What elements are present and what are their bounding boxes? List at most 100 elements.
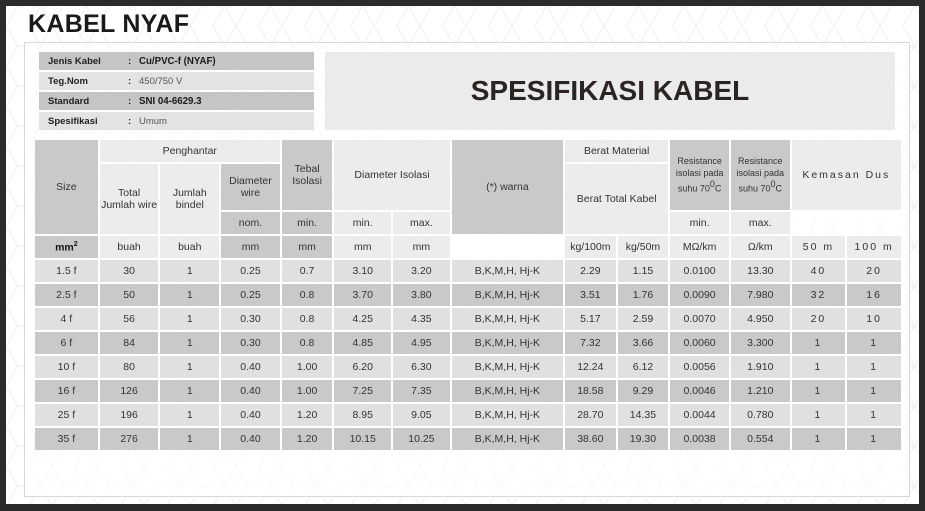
cell-warna: B,K,M,H, Hj-K [451,380,564,402]
spec-label-standard: Standard [48,95,90,107]
unit-size-label: mm [55,241,74,254]
cell-dus-50: 32 [791,284,846,306]
spec-value-jenis-kabel: Cu/PVC-f (NYAF) [139,55,216,67]
cell-size: 6 f [35,332,98,354]
cell-berat-100: 5.17 [565,308,616,330]
table-row: 25 f 196 1 0.40 1.20 8.95 9.05 B,K,M,H, … [35,404,901,426]
banner: SPESIFIKASI KABEL [325,52,895,130]
th-resistance-max: Resistance isolasi pada suhu 700C [730,140,790,210]
cell-diso-max: 6.30 [393,356,450,378]
cell-diameter-wire: 0.25 [221,284,280,306]
cell-total-wire: 196 [99,404,159,426]
spec-info-box: Jenis Kabel : Cu/PVC-f (NYAF) Teg.Nom : … [39,52,314,132]
page: KABEL NYAF Jenis Kabel : Cu/PVC-f (NYAF)… [6,6,919,504]
unit-berat-100: kg/100m [565,236,616,258]
th-diameter-wire: Diameter wire [221,164,280,210]
th-berat-material: Berat Material [565,140,669,162]
unit-diameter-wire: mm [221,236,280,258]
cell-diameter-wire: 0.40 [221,404,280,426]
cell-berat-50: 1.76 [617,284,669,306]
table-row: 4 f 56 1 0.30 0.8 4.25 4.35 B,K,M,H, Hj-… [35,308,901,330]
th-resistance-max-deg: 0 [770,179,776,190]
cell-dus-50: 1 [791,404,846,426]
cell-diso-min: 4.85 [334,332,392,354]
cell-diso-min: 3.70 [334,284,392,306]
cell-warna: B,K,M,H, Hj-K [451,260,564,282]
table-row: 10 f 80 1 0.40 1.00 6.20 6.30 B,K,M,H, H… [35,356,901,378]
cell-res-min: 0.0090 [670,284,729,306]
cell-bindel: 1 [160,356,220,378]
cell-bindel: 1 [160,260,220,282]
cell-berat-50: 6.12 [617,356,669,378]
cell-diameter-wire: 0.40 [221,356,280,378]
spec-row-standard: Standard : SNI 04-6629.3 [39,92,314,110]
cell-tebal-isolasi: 1.20 [281,404,333,426]
cell-berat-100: 7.32 [565,332,616,354]
table-header-row-1: Size Penghantar Tebal Isolasi Diameter I… [35,140,901,234]
unit-dus-100: 100 m [847,236,901,258]
cell-dus-100: 10 [847,308,901,330]
cell-tebal-isolasi: 1.00 [281,380,333,402]
th-sub-max-res: max. [730,212,790,234]
spec-row-teg-nom: Teg.Nom : 450/750 V [39,72,314,90]
unit-bindel: buah [160,236,220,258]
th-resistance-min-label: Resistance isolasi pada suhu 70 [675,155,724,194]
cell-diameter-wire: 0.40 [221,380,280,402]
th-sub-min-diso: min. [334,212,392,234]
cell-dus-50: 1 [791,356,846,378]
cell-bindel: 1 [160,332,220,354]
cell-size: 25 f [35,404,98,426]
spec-label-spesifikasi: Spesifikasi [48,115,98,127]
spec-row-jenis-kabel: Jenis Kabel : Cu/PVC-f (NYAF) [39,52,314,70]
cell-warna: B,K,M,H, Hj-K [451,284,564,306]
cell-bindel: 1 [160,404,220,426]
cell-size: 1.5 f [35,260,98,282]
table-row: 6 f 84 1 0.30 0.8 4.85 4.95 B,K,M,H, Hj-… [35,332,901,354]
cell-tebal-isolasi: 0.8 [281,308,333,330]
th-sub-min-tebal: min. [281,212,333,234]
cell-berat-100: 3.51 [565,284,616,306]
cell-res-max: 13.30 [730,260,790,282]
cell-diso-max: 4.35 [393,308,450,330]
cell-warna: B,K,M,H, Hj-K [451,356,564,378]
cell-diso-max: 3.80 [393,284,450,306]
spec-row-spesifikasi: Spesifikasi : Umum [39,112,314,130]
cell-res-min: 0.0038 [670,428,729,450]
spec-colon-2: : [128,95,132,107]
cell-res-min: 0.0056 [670,356,729,378]
cell-dus-50: 40 [791,260,846,282]
table-row: 16 f 126 1 0.40 1.00 7.25 7.35 B,K,M,H, … [35,380,901,402]
cell-size: 16 f [35,380,98,402]
cell-res-min: 0.0060 [670,332,729,354]
cell-total-wire: 30 [99,260,159,282]
cell-diso-max: 3.20 [393,260,450,282]
cell-berat-100: 38.60 [565,428,616,450]
th-size: Size [35,140,98,234]
cell-diso-min: 10.15 [334,428,392,450]
cell-warna: B,K,M,H, Hj-K [451,404,564,426]
cell-berat-50: 1.15 [617,260,669,282]
cell-berat-50: 3.66 [617,332,669,354]
th-resistance-max-label: Resistance isolasi pada suhu 70 [736,155,785,194]
table-units-row: mm2 buah buah mm mm mm mm kg/100m kg/50m… [35,236,901,258]
spec-label-jenis-kabel: Jenis Kabel [48,55,101,67]
cell-size: 4 f [35,308,98,330]
cell-dus-100: 1 [847,380,901,402]
cell-total-wire: 276 [99,428,159,450]
cell-res-min: 0.0070 [670,308,729,330]
cell-total-wire: 84 [99,332,159,354]
cell-berat-50: 9.29 [617,380,669,402]
cell-res-max: 1.910 [730,356,790,378]
cell-tebal-isolasi: 1.00 [281,356,333,378]
th-kemasan-dus: Kemasan Dus [791,140,901,210]
spec-table: Size Penghantar Tebal Isolasi Diameter I… [33,138,903,452]
table-row: 35 f 276 1 0.40 1.20 10.15 10.25 B,K,M,H… [35,428,901,450]
unit-res-max: Ω/km [730,236,790,258]
table-row: 1.5 f 30 1 0.25 0.7 3.10 3.20 B,K,M,H, H… [35,260,901,282]
cell-bindel: 1 [160,284,220,306]
cell-diso-min: 3.10 [334,260,392,282]
cell-res-max: 4.950 [730,308,790,330]
cell-total-wire: 126 [99,380,159,402]
unit-berat-50: kg/50m [617,236,669,258]
unit-tebal-isolasi: mm [281,236,333,258]
